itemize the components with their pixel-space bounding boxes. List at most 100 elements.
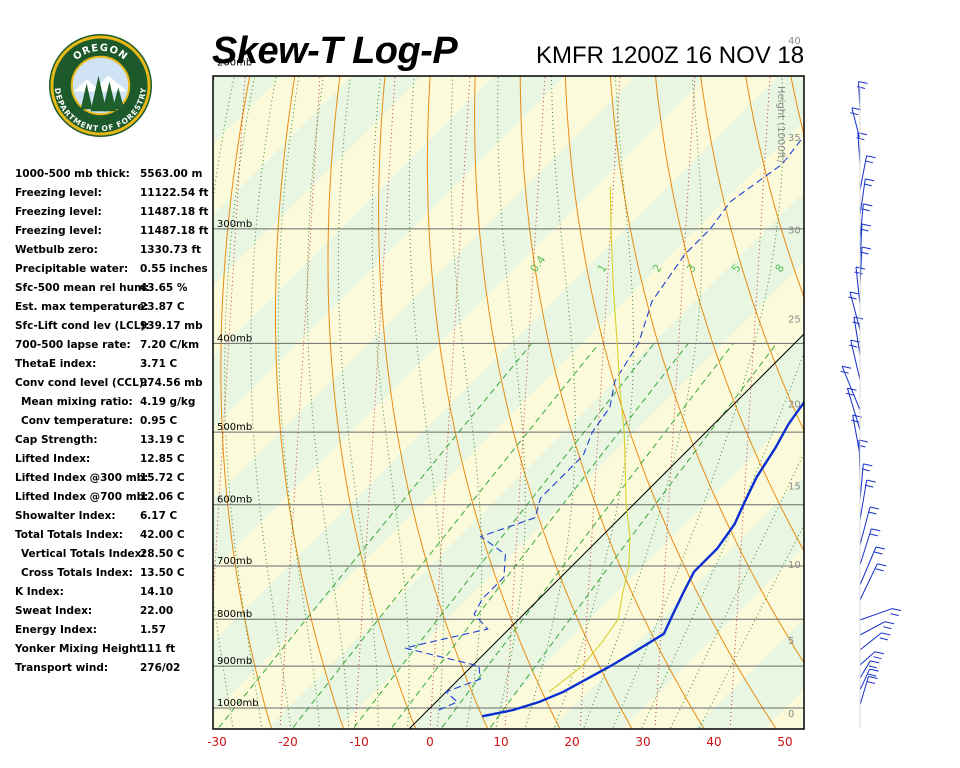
stat-label: Transport wind: — [15, 662, 109, 674]
mixing-ratio-line — [441, 342, 734, 728]
wind-barb-staff — [859, 480, 868, 521]
moist-adiabat-line — [408, 76, 444, 729]
stat-label: Freezing level: — [15, 206, 102, 218]
wind-barb-flag — [864, 160, 874, 164]
stat-label: Showalter Index: — [15, 510, 116, 522]
wind-barb-flag — [866, 155, 876, 159]
stat-row: Freezing level: 11487.18 ft — [15, 206, 215, 225]
wind-barb-staff — [859, 651, 876, 666]
red-reference-line — [805, 76, 845, 729]
wind-barb-flag — [857, 444, 866, 448]
wind-barb-flag — [884, 621, 895, 625]
stat-value: 22.00 — [140, 605, 174, 617]
red-reference-line — [880, 76, 920, 729]
zero-degree-isotherm — [408, 333, 804, 729]
stat-label: Cross Totals Index: — [21, 567, 133, 579]
wind-barb-flag — [854, 271, 863, 275]
moist-adiabat-line — [371, 76, 410, 729]
stat-label: Total Totals Index: — [15, 529, 123, 541]
moist-adiabat-line — [337, 76, 379, 729]
temperature-tick-label: -10 — [349, 735, 369, 749]
isotherm-band — [763, 688, 804, 729]
forestry-seal-icon: OREGON DEPARTMENT OF FORESTRY — [48, 33, 153, 138]
stat-label: Lifted Index @300 mb: — [15, 472, 149, 484]
sounding-statistics-panel: 1000-500 mb thick: 5563.00 m Freezing leve… — [15, 168, 215, 681]
wind-barb-flag — [863, 203, 873, 207]
moist-adiabat-line — [277, 76, 321, 729]
wind-barb-staff — [853, 316, 861, 356]
stat-row: Vertical Totals Index: 28.50 C — [15, 548, 215, 567]
wind-barb-staff — [859, 546, 877, 586]
mixing-ratio-lines — [218, 342, 778, 728]
wind-barb-staff — [859, 178, 866, 216]
wind-barb-staff — [849, 291, 861, 331]
wind-barb-flag — [849, 344, 858, 348]
moist-adiabat-line — [640, 351, 804, 729]
pressure-label: 200mb — [217, 57, 252, 68]
stat-value: 12.06 C — [140, 491, 185, 503]
pressure-label: 500mb — [217, 422, 252, 433]
stat-value: 6.17 C — [140, 510, 178, 522]
stat-label: Vertical Totals Index: — [21, 548, 146, 560]
height-axis-label: Height (1000ft) — [775, 86, 786, 163]
wind-barb-flag — [883, 626, 892, 630]
moist-adiabat-line — [524, 76, 576, 729]
stat-value: 276/02 — [140, 662, 181, 674]
height-tick-label: 5 — [788, 636, 794, 647]
wind-barb-flag — [869, 533, 878, 537]
stat-value: 28.50 C — [140, 548, 185, 560]
sounding-traces — [404, 135, 804, 718]
isotherm-band — [480, 405, 804, 729]
stat-label: Conv temperature: — [21, 415, 133, 427]
height-tick-label: 30 — [788, 226, 801, 237]
wind-barb-staff — [846, 388, 861, 431]
moist-adiabat-line — [224, 76, 263, 729]
stat-value: 42.00 C — [140, 529, 185, 541]
moist-adiabats — [213, 76, 920, 729]
stat-label: Sfc-Lift cond lev (LCL): — [15, 320, 150, 332]
stat-label: Yonker Mixing Height: — [15, 643, 146, 655]
stat-label: Est. max temperature: — [15, 301, 149, 313]
wind-barb-staff — [859, 155, 868, 191]
wind-barb-flag — [866, 479, 876, 483]
wind-barbs — [840, 81, 902, 706]
wind-barb-flag — [881, 632, 891, 636]
isotherm-band — [692, 617, 804, 729]
moist-adiabat-line — [669, 451, 804, 729]
parcel-trace — [548, 186, 631, 693]
wind-barb-flag — [850, 112, 859, 116]
stat-value: 13.50 C — [140, 567, 185, 579]
pressure-label: 300mb — [217, 219, 252, 230]
isotherm-band — [213, 120, 804, 729]
wind-barb-staff — [859, 660, 871, 679]
dry-adiabat-line — [914, 0, 960, 746]
stat-row: Total Totals Index: 42.00 C — [15, 529, 215, 548]
stat-row: Precipitable water: 0.55 inches — [15, 263, 215, 282]
wind-barb-flag — [861, 208, 870, 212]
wind-barb-flag — [868, 665, 877, 669]
pressure-label: 400mb — [217, 333, 252, 344]
stat-row: Lifted Index: 12.85 C — [15, 453, 215, 472]
dry-adiabat-line — [700, 76, 804, 432]
stat-value: 12.85 C — [140, 453, 185, 465]
wind-barb-staff — [859, 668, 871, 691]
stat-value: 14.10 — [140, 586, 174, 598]
stat-label: Cap Strength: — [15, 434, 98, 446]
pressure-label: 900mb — [217, 656, 252, 667]
stat-label: Energy Index: — [15, 624, 97, 636]
stat-value: 4.19 g/kg — [140, 396, 196, 408]
wind-barb-staff — [852, 415, 861, 456]
temperature-tick-label: 30 — [635, 735, 650, 749]
wind-barb-flag — [860, 228, 869, 232]
stat-row: Lifted Index @300 mb: 15.72 C — [15, 472, 215, 491]
stat-value: 15.72 C — [140, 472, 185, 484]
wind-barb-staff — [859, 563, 878, 601]
pressure-label: 600mb — [217, 495, 252, 506]
wind-barb-flag — [868, 673, 877, 677]
wind-barb-flag — [865, 484, 874, 488]
stat-label: Lifted Index @700 mb: — [15, 491, 149, 503]
station-time-label: KMFR 1200Z 16 NOV 18 — [536, 42, 805, 69]
temperature-tick-label: 20 — [564, 735, 579, 749]
wind-barb-flag — [861, 468, 870, 472]
